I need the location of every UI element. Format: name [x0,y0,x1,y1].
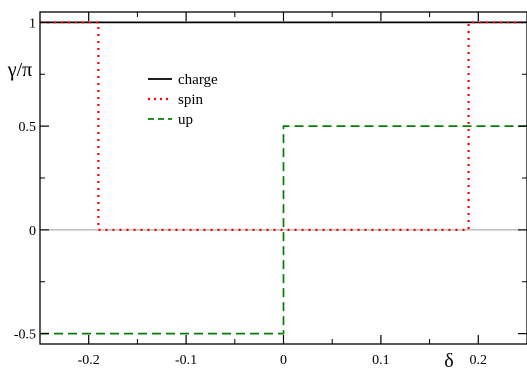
x-tick-label: 0.1 [372,353,390,368]
x-axis-label: δ [444,350,453,370]
y-tick-label: 0 [29,224,36,239]
y-tick-label: 0.5 [19,120,37,135]
legend-label-spin: spin [178,92,204,108]
y-tick-label: 1 [29,16,36,31]
legend-label-charge: charge [178,72,218,88]
legend: charge spin up [148,72,218,128]
x-tick-label: 0.2 [470,353,488,368]
x-tick-label: -0.1 [175,353,197,368]
x-tick-label: -0.2 [78,353,100,368]
y-tick-label: -0.5 [14,328,36,343]
y-axis-label: γ/π [7,59,33,81]
x-tick-label: 0 [280,353,287,368]
legend-label-up: up [178,112,193,128]
